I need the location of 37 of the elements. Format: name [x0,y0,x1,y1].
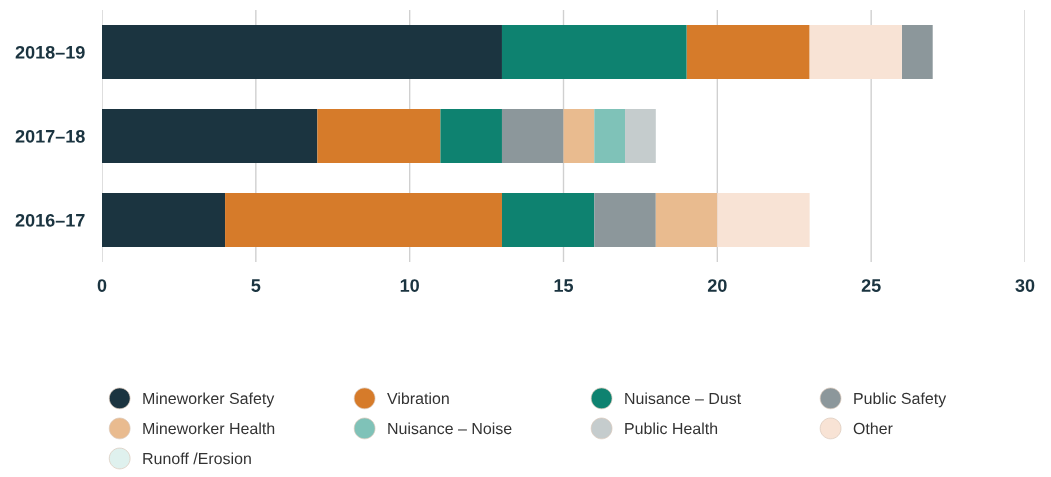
bar [717,193,810,247]
legend-label: Mineworker Safety [143,392,275,408]
bar [655,193,718,247]
bar [501,25,687,79]
legend-label: Public Health [625,422,718,435]
x-tick-label: 30 [1015,279,1035,292]
bar [225,193,502,247]
legend-label: Other [853,422,893,435]
bar [686,25,810,79]
bar [501,109,564,163]
y-tick-label: 2018–19 [15,45,85,59]
bar [102,193,226,247]
bar [809,25,902,79]
bar [102,25,502,79]
bar [440,109,502,163]
bar [102,109,318,163]
legend-label: Public Safety [854,392,947,408]
bar [594,193,656,247]
x-tick-label: 10 [400,279,419,292]
bar [625,109,656,163]
bar [501,193,595,247]
x-tick-label: 15 [554,279,574,292]
x-tick-label: 5 [251,279,261,292]
y-tick-label: 2016–17 [15,213,85,227]
legend-label: Nuisance – Dust [625,392,742,405]
legend-label: Vibration [387,392,449,405]
x-tick-label: 0 [97,279,107,292]
x-tick-label: 20 [707,279,727,292]
legend-label: Nuisance – Noise [388,422,512,435]
bar [594,109,626,163]
bar [563,109,595,163]
legend-label: Runoff /Erosion [143,452,251,465]
y-tick-label: 2017–18 [15,129,85,143]
x-tick-label: 25 [861,279,881,292]
bar [901,25,933,79]
bar [317,109,441,163]
legend-label: Mineworker Health [143,422,275,435]
